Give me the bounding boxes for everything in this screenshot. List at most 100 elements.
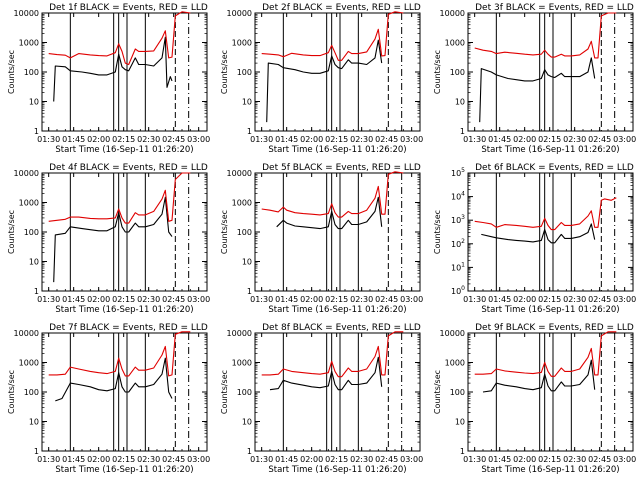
x-tick-label: 01:45 (488, 455, 511, 464)
detector-panel: Det 7f BLACK = Events, RED = LLD 01:30 01:… (7, 323, 210, 475)
x-tick-label: 02:30 (350, 295, 373, 304)
x-tick-label: 01:30 (37, 135, 60, 144)
x-tick-label: 01:45 (62, 295, 85, 304)
y-axis-label: Counts/sec (7, 210, 16, 254)
x-tick-label: 02:00 (300, 135, 323, 144)
x-tick-label: 02:30 (563, 455, 586, 464)
y-tick-label: 100 (451, 285, 465, 296)
y-tick-label: 100 (450, 388, 465, 397)
series-events (276, 196, 383, 230)
x-tick-label: 03:00 (187, 295, 210, 304)
y-tick-label: 1 (247, 287, 252, 296)
x-tick-label: 01:45 (488, 135, 511, 144)
x-tick-label: 01:45 (275, 135, 298, 144)
x-tick-label: 02:45 (162, 135, 185, 144)
series-events (53, 196, 173, 283)
y-tick-label: 10 (455, 418, 465, 427)
y-tick-label: 10000 (227, 169, 252, 178)
panel-title: Det 5f BLACK = Events, RED = LLD (262, 163, 421, 173)
x-tick-label: 02:45 (588, 135, 611, 144)
y-tick-label: 103 (451, 214, 465, 225)
y-tick-label: 100 (450, 68, 465, 77)
series-lld (261, 11, 404, 61)
y-tick-label: 1 (247, 127, 252, 136)
x-tick-label: 02:00 (87, 455, 110, 464)
y-tick-label: 10 (29, 98, 39, 107)
x-axis-label: Start Time (16-Sep-11 01:26:20) (268, 465, 406, 475)
y-tick-label: 102 (451, 238, 465, 249)
y-axis-label: Counts/sec (7, 370, 16, 414)
x-tick-label: 02:30 (350, 135, 373, 144)
x-tick-label: 02:30 (350, 455, 373, 464)
y-tick-label: 100 (24, 68, 39, 77)
plot-frame (254, 332, 421, 452)
x-tick-label: 02:30 (137, 455, 160, 464)
y-tick-label: 10 (29, 258, 39, 267)
x-tick-label: 02:15 (538, 135, 561, 144)
x-tick-label: 03:00 (613, 295, 636, 304)
x-axis-label: Start Time (16-Sep-11 01:26:20) (55, 305, 193, 315)
y-tick-label: 10000 (14, 329, 39, 338)
plot-frame (467, 332, 634, 452)
plot-frame (467, 172, 634, 292)
x-tick-label: 01:30 (250, 455, 273, 464)
x-axis-label: Start Time (16-Sep-11 01:26:20) (481, 145, 619, 155)
y-axis-label: Counts/sec (220, 210, 229, 254)
x-tick-label: 02:15 (325, 295, 348, 304)
x-tick-label: 02:30 (563, 135, 586, 144)
x-axis-label: Start Time (16-Sep-11 01:26:20) (268, 305, 406, 315)
x-tick-label: 02:00 (513, 455, 536, 464)
y-tick-label: 1 (460, 127, 465, 136)
y-tick-label: 100 (24, 388, 39, 397)
series-events (269, 356, 383, 391)
y-tick-label: 10 (242, 258, 252, 267)
y-tick-label: 10 (242, 98, 252, 107)
x-tick-label: 02:45 (375, 455, 398, 464)
y-axis-label: Counts/sec (7, 50, 16, 94)
x-axis-label: Start Time (16-Sep-11 01:26:20) (55, 145, 193, 155)
x-tick-label: 03:00 (187, 455, 210, 464)
x-tick-label: 01:30 (37, 295, 60, 304)
x-tick-label: 01:45 (62, 135, 85, 144)
series-lld (474, 12, 617, 59)
panel-title: Det 3f BLACK = Events, RED = LLD (475, 3, 634, 13)
x-tick-label: 03:00 (400, 135, 423, 144)
y-tick-label: 1000 (445, 359, 465, 368)
panel-title: Det 9f BLACK = Events, RED = LLD (475, 323, 634, 333)
x-tick-label: 02:00 (300, 295, 323, 304)
x-axis-label: Start Time (16-Sep-11 01:26:20) (481, 305, 619, 315)
panel-title: Det 6f BLACK = Events, RED = LLD (475, 163, 634, 173)
panel-title: Det 4f BLACK = Events, RED = LLD (49, 163, 208, 173)
y-tick-label: 1 (34, 447, 39, 456)
x-tick-label: 02:00 (87, 135, 110, 144)
series-events (481, 223, 596, 244)
y-tick-label: 105 (451, 167, 465, 178)
y-tick-label: 1000 (19, 359, 39, 368)
series-lld (261, 331, 404, 378)
x-tick-label: 03:00 (400, 455, 423, 464)
x-axis-label: Start Time (16-Sep-11 01:26:20) (268, 145, 406, 155)
series-events (55, 357, 173, 402)
x-tick-label: 02:15 (112, 135, 135, 144)
panel-title: Det 2f BLACK = Events, RED = LLD (262, 3, 421, 13)
series-events (482, 359, 596, 393)
x-tick-label: 02:00 (87, 295, 110, 304)
x-tick-label: 02:45 (588, 295, 611, 304)
x-tick-label: 03:00 (187, 135, 210, 144)
detector-panel: Det 1f BLACK = Events, RED = LLD 01:30 01:… (7, 3, 210, 155)
detector-panel: Det 8f BLACK = Events, RED = LLD 01:30 01:… (220, 323, 423, 475)
x-tick-label: 01:45 (488, 295, 511, 304)
y-tick-label: 1 (34, 127, 39, 136)
y-tick-label: 104 (451, 191, 465, 202)
series-lld (48, 11, 191, 66)
y-tick-label: 10 (29, 418, 39, 427)
series-lld (261, 171, 404, 218)
x-tick-label: 01:30 (463, 455, 486, 464)
x-tick-label: 02:45 (375, 135, 398, 144)
panel-title: Det 7f BLACK = Events, RED = LLD (49, 323, 208, 333)
y-tick-label: 1 (460, 447, 465, 456)
x-tick-label: 02:15 (538, 455, 561, 464)
detector-panel: Det 6f BLACK = Events, RED = LLD 01:30 01:… (433, 163, 636, 315)
plot-frame (254, 172, 421, 292)
detector-panel: Det 9f BLACK = Events, RED = LLD 01:30 01:… (433, 323, 636, 475)
